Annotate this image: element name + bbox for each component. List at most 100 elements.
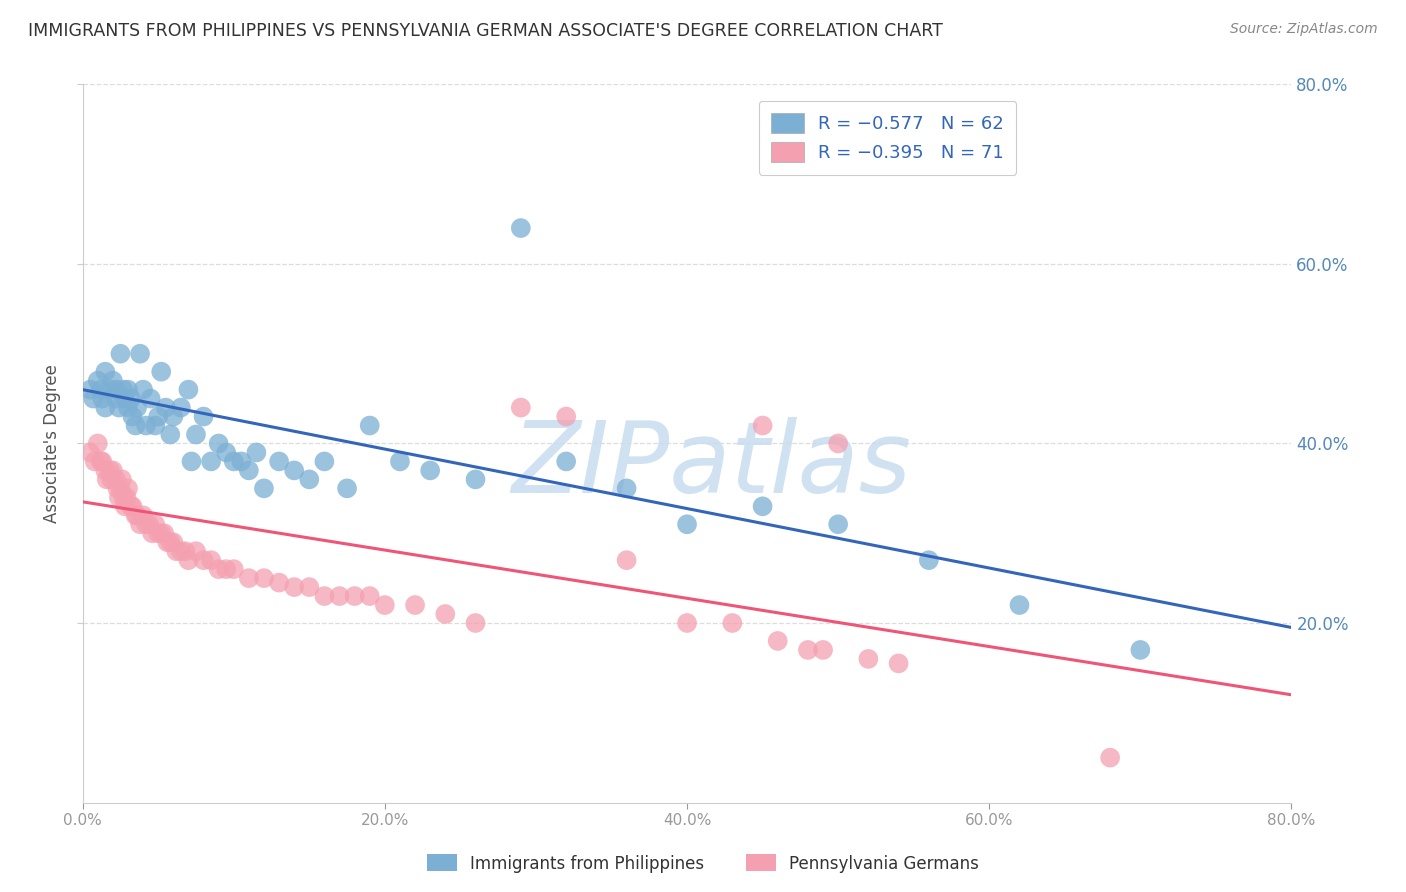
- Point: [359, 589, 381, 603]
- Point: [79, 383, 101, 397]
- Point: [90, 454, 112, 468]
- Point: [120, 392, 142, 406]
- Point: [174, 544, 197, 558]
- Point: [751, 418, 773, 433]
- Point: [87, 374, 110, 388]
- Point: [222, 562, 245, 576]
- Point: [150, 526, 173, 541]
- Point: [616, 481, 638, 495]
- Point: [114, 500, 136, 514]
- Point: [555, 409, 578, 424]
- Point: [721, 615, 744, 630]
- Point: [139, 392, 162, 406]
- Point: [111, 472, 134, 486]
- Point: [676, 615, 699, 630]
- Point: [215, 562, 238, 576]
- Point: [94, 365, 117, 379]
- Point: [141, 526, 163, 541]
- Point: [283, 463, 305, 477]
- Y-axis label: Associate's Degree: Associate's Degree: [44, 364, 60, 523]
- Point: [1129, 643, 1152, 657]
- Legend: Immigrants from Philippines, Pennsylvania Germans: Immigrants from Philippines, Pennsylvani…: [420, 847, 986, 880]
- Point: [253, 571, 276, 585]
- Point: [328, 589, 350, 603]
- Point: [180, 454, 202, 468]
- Point: [148, 409, 170, 424]
- Point: [404, 598, 426, 612]
- Point: [434, 607, 457, 621]
- Point: [797, 643, 820, 657]
- Point: [170, 544, 193, 558]
- Point: [314, 589, 336, 603]
- Point: [110, 347, 132, 361]
- Point: [766, 634, 789, 648]
- Point: [267, 454, 290, 468]
- Point: [129, 517, 152, 532]
- Point: [91, 454, 114, 468]
- Point: [193, 553, 215, 567]
- Point: [238, 463, 260, 477]
- Point: [132, 508, 155, 523]
- Point: [343, 589, 366, 603]
- Point: [359, 418, 381, 433]
- Point: [87, 436, 110, 450]
- Point: [104, 472, 127, 486]
- Point: [150, 365, 173, 379]
- Point: [177, 553, 200, 567]
- Point: [153, 526, 176, 541]
- Point: [298, 580, 321, 594]
- Point: [132, 383, 155, 397]
- Point: [184, 544, 207, 558]
- Point: [112, 491, 135, 505]
- Point: [200, 454, 222, 468]
- Point: [101, 463, 124, 477]
- Point: [100, 472, 122, 486]
- Point: [238, 571, 260, 585]
- Point: [120, 500, 142, 514]
- Point: [79, 445, 101, 459]
- Point: [108, 401, 131, 415]
- Point: [83, 454, 105, 468]
- Text: IMMIGRANTS FROM PHILIPPINES VS PENNSYLVANIA GERMAN ASSOCIATE'S DEGREE CORRELATIO: IMMIGRANTS FROM PHILIPPINES VS PENNSYLVA…: [28, 22, 943, 40]
- Point: [107, 481, 129, 495]
- Point: [193, 409, 215, 424]
- Point: [314, 454, 336, 468]
- Point: [138, 517, 160, 532]
- Point: [200, 553, 222, 567]
- Point: [98, 463, 121, 477]
- Point: [155, 401, 177, 415]
- Point: [91, 392, 114, 406]
- Point: [104, 392, 127, 406]
- Point: [121, 500, 143, 514]
- Point: [104, 383, 127, 397]
- Point: [253, 481, 276, 495]
- Point: [98, 383, 121, 397]
- Point: [215, 445, 238, 459]
- Point: [165, 544, 187, 558]
- Point: [222, 454, 245, 468]
- Point: [267, 575, 290, 590]
- Point: [82, 392, 104, 406]
- Point: [419, 463, 441, 477]
- Point: [184, 427, 207, 442]
- Point: [125, 508, 148, 523]
- Point: [96, 472, 118, 486]
- Text: ZIPatlas: ZIPatlas: [512, 417, 911, 514]
- Point: [887, 657, 910, 671]
- Point: [117, 401, 139, 415]
- Point: [208, 436, 231, 450]
- Point: [170, 401, 193, 415]
- Point: [283, 580, 305, 594]
- Point: [117, 383, 139, 397]
- Point: [162, 535, 184, 549]
- Point: [94, 463, 117, 477]
- Point: [162, 409, 184, 424]
- Point: [112, 383, 135, 397]
- Point: [1008, 598, 1031, 612]
- Text: Source: ZipAtlas.com: Source: ZipAtlas.com: [1230, 22, 1378, 37]
- Point: [94, 401, 117, 415]
- Point: [374, 598, 396, 612]
- Point: [125, 401, 148, 415]
- Point: [676, 517, 699, 532]
- Point: [159, 535, 181, 549]
